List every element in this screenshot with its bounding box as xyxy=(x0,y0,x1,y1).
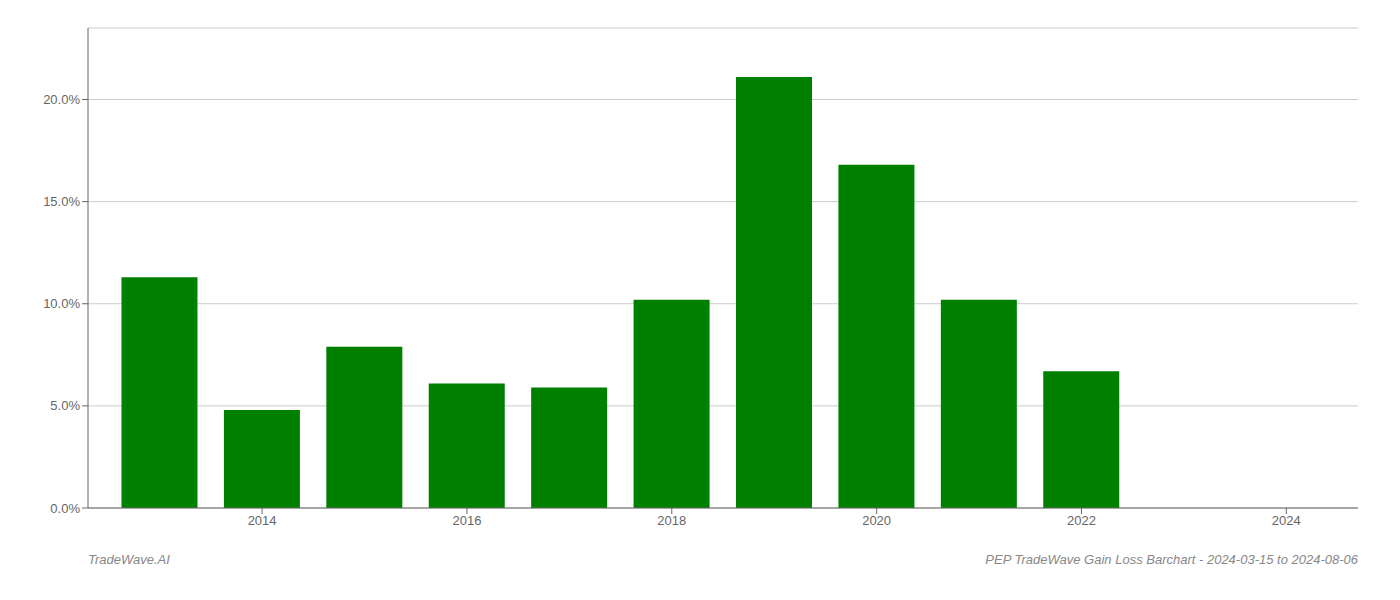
html-text:PEP TradeWave Gain Loss Barcha: PEP TradeWave Gain Loss Barchart - 2024-… xyxy=(985,552,1358,567)
svg-text:2016: 2016 xyxy=(452,513,481,528)
html-text:TradeWave.AI: TradeWave.AI xyxy=(88,552,170,567)
svg-text:2024: 2024 xyxy=(1272,513,1301,528)
svg-text:15.0%: 15.0% xyxy=(43,194,80,209)
svg-text:2014: 2014 xyxy=(248,513,277,528)
svg-text:2020: 2020 xyxy=(862,513,891,528)
svg-text:10.0%: 10.0% xyxy=(43,296,80,311)
svg-text:2018: 2018 xyxy=(657,513,686,528)
svg-text:2022: 2022 xyxy=(1067,513,1096,528)
svg-text:0.0%: 0.0% xyxy=(50,501,80,516)
svg-text:5.0%: 5.0% xyxy=(50,398,80,413)
svg-text:20.0%: 20.0% xyxy=(43,92,80,107)
